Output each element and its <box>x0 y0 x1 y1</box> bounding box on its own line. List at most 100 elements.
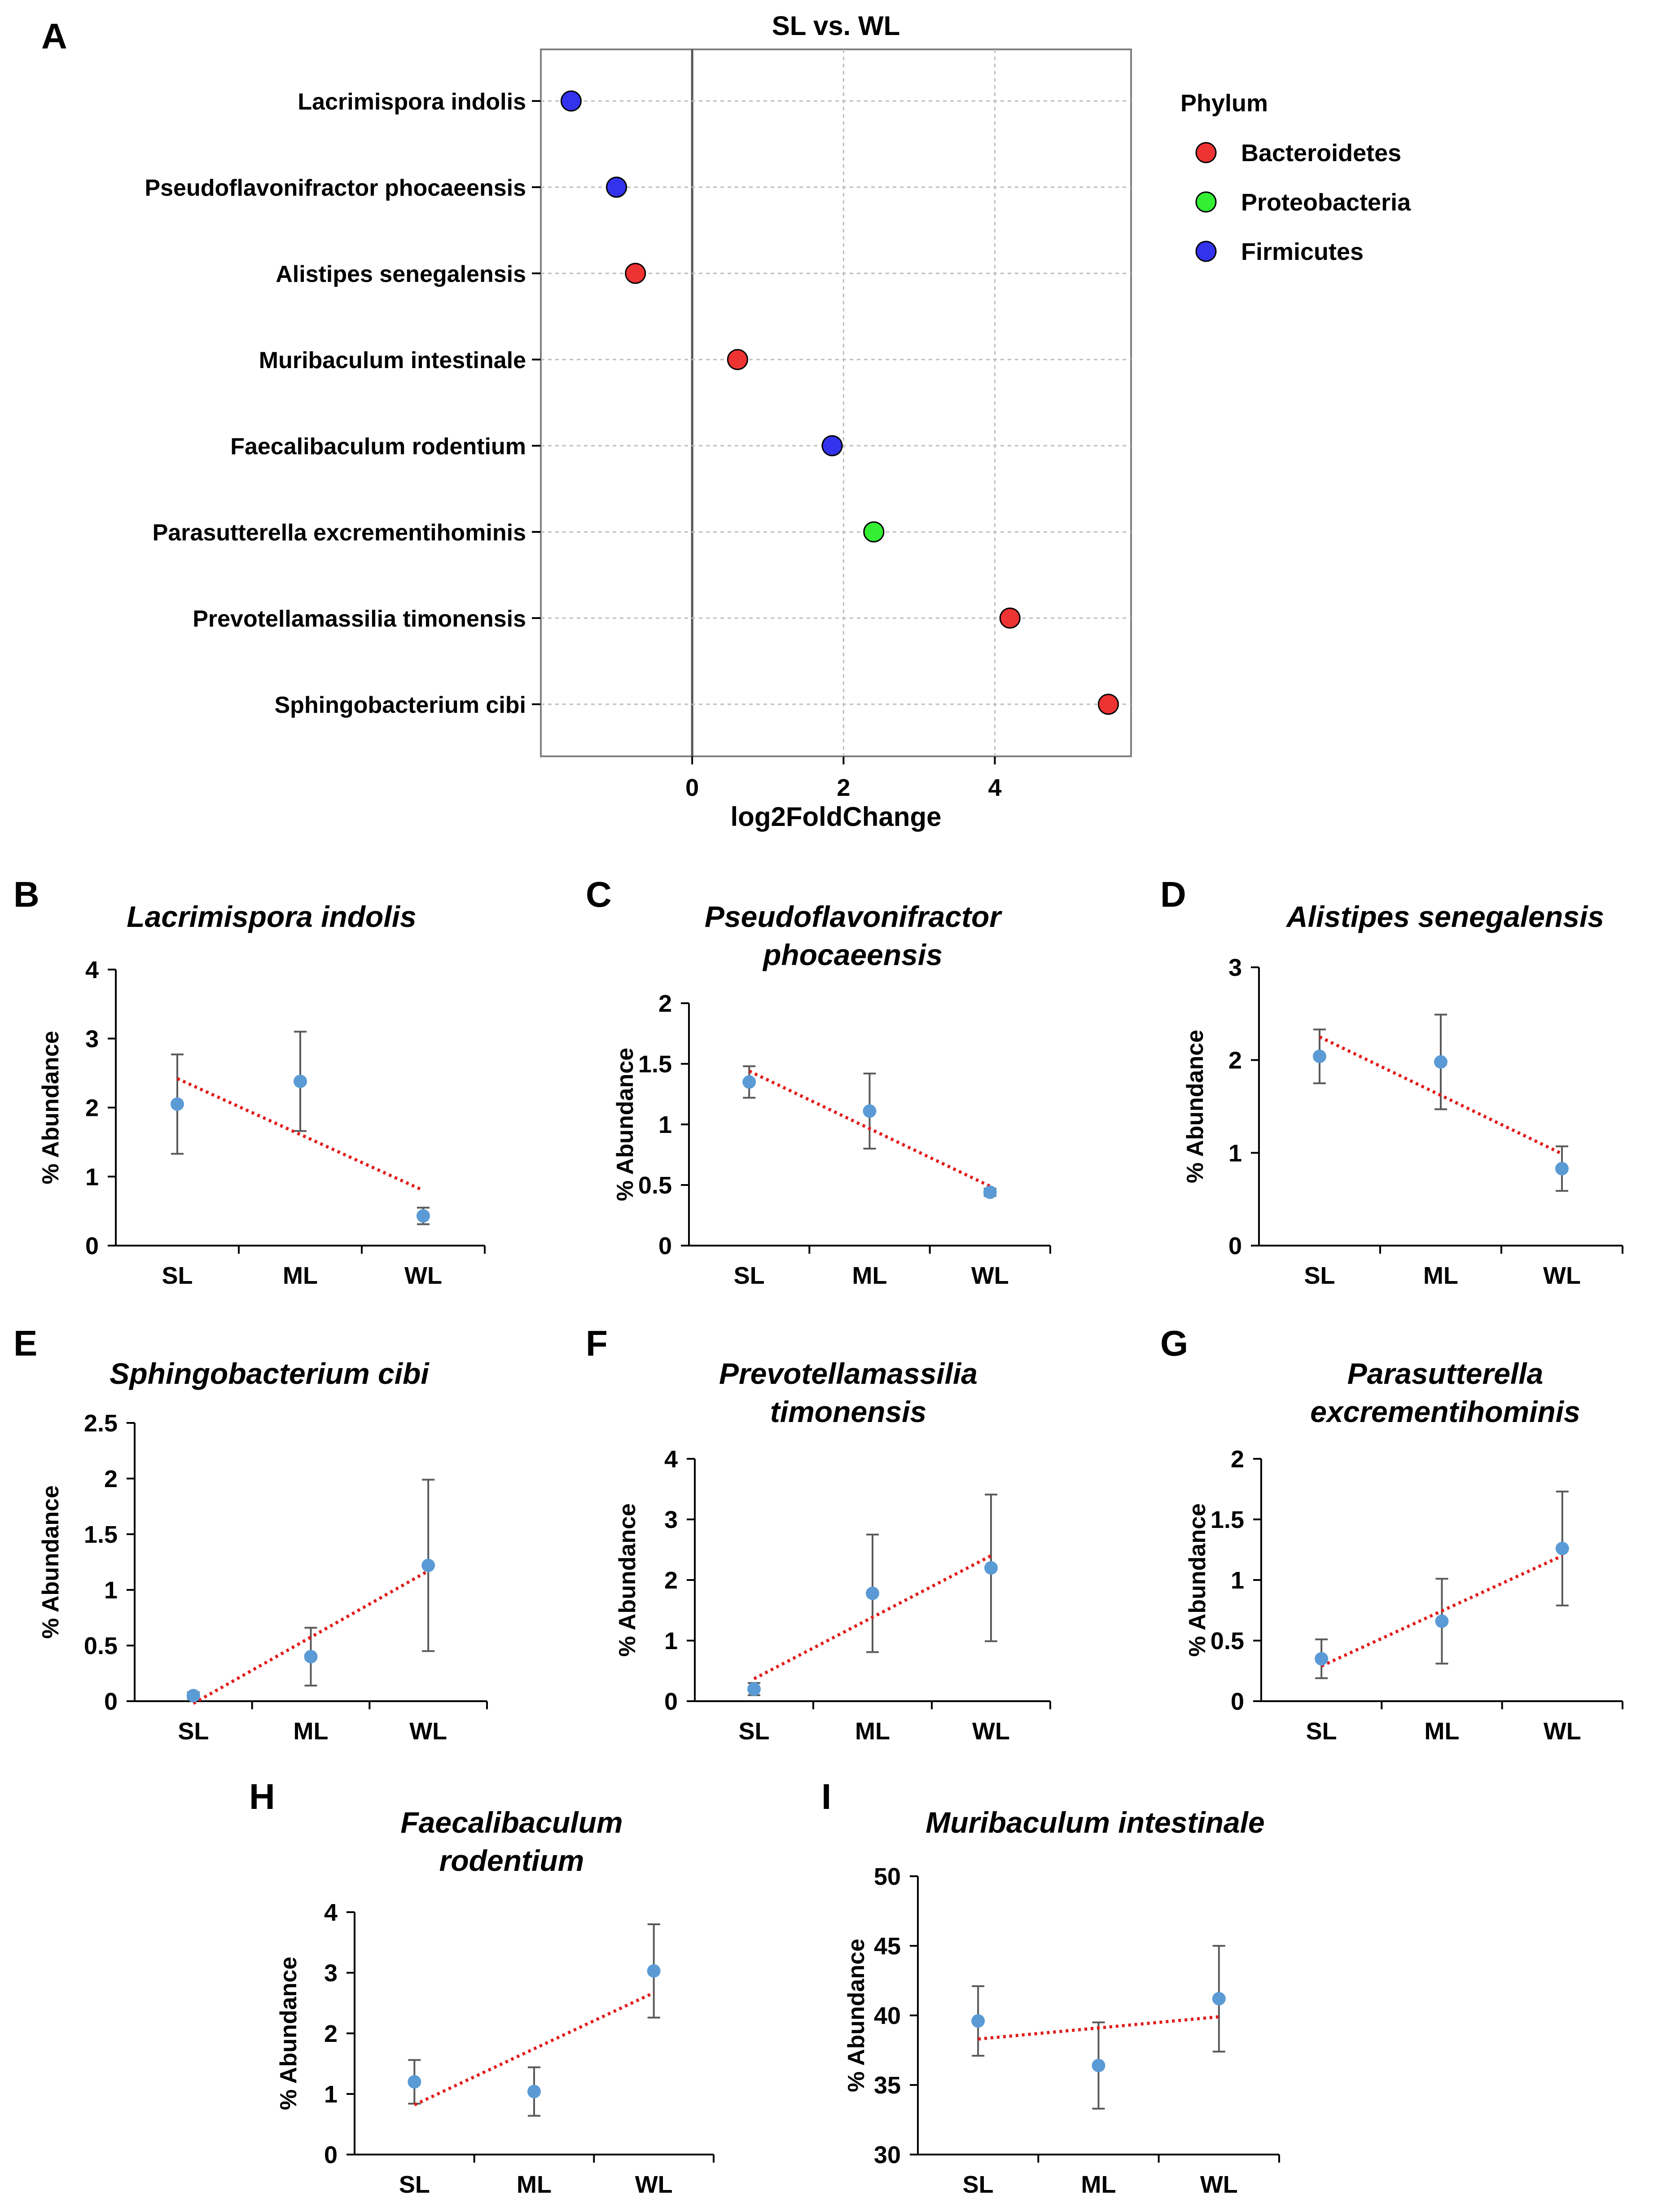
y-tick-label: 0 <box>85 1233 99 1260</box>
x-tick-label: ML <box>1425 1718 1460 1745</box>
chart-title: Pseudoflavonifractor <box>705 900 1002 933</box>
y-tick-label: 1 <box>664 1628 678 1655</box>
y-tick-label: 2 <box>658 990 672 1017</box>
panel-letter: D <box>1160 874 1186 914</box>
x-tick-label: WL <box>972 1718 1010 1745</box>
mean-point <box>294 1075 307 1088</box>
y-axis-label: % Abundance <box>614 1503 640 1657</box>
chart-title: Muribaculum intestinale <box>925 1806 1264 1839</box>
y-tick-label: 0.5 <box>1210 1628 1244 1655</box>
x-tick-label-a: 0 <box>685 774 699 801</box>
y-tick-label: 45 <box>874 1933 901 1960</box>
x-tick-label: WL <box>409 1718 447 1745</box>
x-tick-label: ML <box>294 1718 329 1745</box>
x-tick-label: WL <box>1543 1262 1581 1289</box>
fold-change-point <box>727 349 748 370</box>
y-tick-label: 50 <box>874 1863 901 1890</box>
panel-letter-a: A <box>41 16 67 56</box>
y-tick-label: 1.5 <box>1210 1506 1244 1533</box>
x-tick-label: SL <box>162 1262 193 1289</box>
trend-line <box>748 1070 991 1188</box>
y-axis-label: % Abundance <box>612 1048 638 1201</box>
x-tick-label: ML <box>1423 1262 1458 1289</box>
mean-point <box>747 1682 761 1696</box>
chart-title: Lacrimispora indolis <box>127 900 417 933</box>
x-tick-label: WL <box>635 2171 673 2198</box>
y-tick-label: 3 <box>1228 954 1242 981</box>
y-axis-label: % Abundance <box>1182 1030 1208 1183</box>
trend-line <box>1319 1035 1563 1155</box>
x-tick-label: ML <box>852 1262 887 1289</box>
chart-title: Alistipes senegalensis <box>1285 900 1604 933</box>
species-label: Parasutterella excrementihominis <box>153 520 526 546</box>
chart-title-a: SL vs. WL <box>772 11 900 41</box>
mean-point <box>1313 1049 1326 1063</box>
y-tick-label: 4 <box>85 957 99 983</box>
y-tick-label: 2 <box>664 1567 678 1594</box>
mean-point <box>983 1185 997 1199</box>
panel-f: F Prevotellamassilia timonensis 0 1 2 3 4 SL ML WL… <box>586 1323 1051 1745</box>
panel-letter: G <box>1160 1323 1188 1363</box>
y-tick-label: 3 <box>85 1026 99 1053</box>
mean-point <box>647 1964 661 1978</box>
mean-point <box>421 1558 435 1572</box>
x-tick-label: ML <box>283 1262 318 1289</box>
y-tick-label: 4 <box>324 1899 338 1926</box>
panel-letter: C <box>586 874 612 914</box>
y-tick-label: 0 <box>658 1233 672 1260</box>
mean-point <box>171 1097 184 1111</box>
panel-letter: B <box>13 874 39 914</box>
species-label: Pseudoflavonifractor phocaeensis <box>145 175 526 201</box>
y-tick-label: 30 <box>874 2142 901 2168</box>
y-tick-label: 2 <box>324 2020 338 2047</box>
x-tick-label: WL <box>1544 1718 1581 1745</box>
mean-point <box>1435 1614 1449 1628</box>
fold-change-point <box>625 263 646 284</box>
y-tick-label: 0 <box>664 1688 678 1715</box>
x-tick-label: SL <box>178 1718 209 1745</box>
panel-c: C Pseudoflavonifractor phocaeensis 0 0.5 1 1.5… <box>586 874 1051 1289</box>
panel-letter: H <box>249 1777 275 1817</box>
chart-title: excrementihominis <box>1310 1395 1580 1428</box>
y-axis-label: % Abundance <box>38 1485 64 1639</box>
species-label: Sphingobacterium cibi <box>275 692 526 718</box>
y-tick-label: 1 <box>1231 1567 1244 1594</box>
mean-point <box>866 1586 879 1600</box>
legend-label: Proteobacteria <box>1241 189 1411 216</box>
y-axis-label: % Abundance <box>843 1939 869 2092</box>
y-tick-label: 1.5 <box>84 1521 118 1548</box>
fold-change-point <box>560 90 582 112</box>
y-tick-label: 1 <box>1228 1140 1242 1167</box>
chart-title: phocaeensis <box>762 938 943 971</box>
y-tick-label: 1.5 <box>638 1051 672 1078</box>
chart-title: Prevotellamassilia <box>719 1357 978 1390</box>
mean-point <box>1555 1162 1569 1176</box>
chart-title: Parasutterella <box>1347 1357 1544 1390</box>
panel-e: E Sphingobacterium cibi 0 0.5 1 1.5 2 2.5 SL ML WL… <box>13 1323 488 1745</box>
y-tick-label: 1 <box>324 2081 338 2108</box>
mean-point <box>863 1104 877 1118</box>
y-axis-label: % Abundance <box>1184 1503 1210 1657</box>
y-tick-label: 0 <box>324 2142 338 2168</box>
panel-letter: I <box>821 1777 831 1817</box>
trend-line <box>753 1554 992 1681</box>
y-tick-label: 3 <box>324 1960 338 1987</box>
trend-line <box>978 2015 1219 2041</box>
panel-b: B Lacrimispora indolis 0 1 2 3 4 SL ML WL % Abunda… <box>13 874 486 1289</box>
y-tick-label: 3 <box>664 1506 678 1533</box>
panel-g: G Parasutterella excrementihominis 0 0.5 1 1.5… <box>1160 1323 1623 1745</box>
y-tick-label: 0 <box>104 1688 118 1715</box>
mean-point <box>1434 1055 1447 1069</box>
chart-title: timonensis <box>770 1395 926 1428</box>
species-label: Alistipes senegalensis <box>276 261 526 287</box>
plot-frame-a <box>540 48 1132 757</box>
y-tick-label: 1 <box>85 1163 99 1190</box>
y-tick-label: 35 <box>874 2072 901 2099</box>
panel-h: H Faecalibaculum rodentium 0 1 2 3 4 SL ML WL % Abu… <box>249 1777 715 2198</box>
y-tick-label: 40 <box>874 2002 901 2029</box>
x-axis-label-a: log2FoldChange <box>731 802 942 832</box>
y-tick-label: 2 <box>1231 1446 1244 1473</box>
y-tick-label: 2 <box>85 1095 99 1122</box>
x-tick-label: ML <box>1081 2171 1116 2198</box>
